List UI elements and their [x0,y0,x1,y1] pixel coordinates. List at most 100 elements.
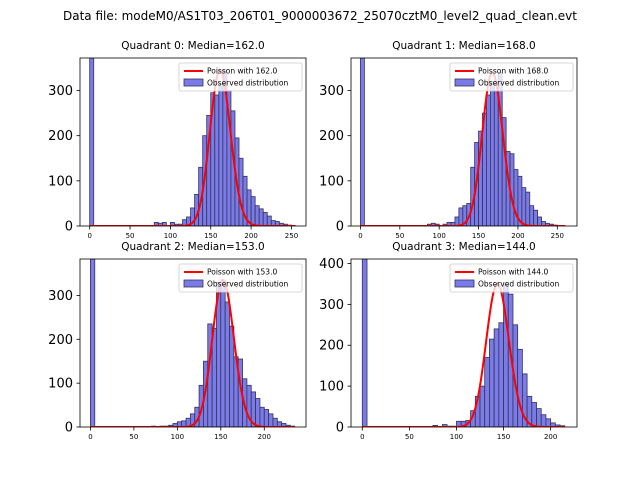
histogram-bar [255,398,261,427]
histogram-bar [531,402,537,427]
x-tick-label: 0 [87,232,91,240]
histogram-bar [521,187,527,226]
axes-frame [79,57,307,227]
y-tick-label: 0 [65,220,73,235]
histogram-bar-zero [361,259,368,427]
histogram-bar [229,325,235,427]
histogram-bar [211,327,217,427]
y-tick-label: 100 [48,377,73,392]
legend-box [178,62,303,92]
legend: Poisson with 162.0 Observed distribution [178,62,303,92]
quadrant-0-chart: 0 50 100 150 200 250 0 100 200 300 Quadrant 0: Med… [48,40,307,240]
histogram-bar [533,209,539,226]
x-tick-label: 200 [544,433,557,441]
histogram-bar [254,205,260,226]
histogram-bar [259,406,265,427]
x-tick-label: 100 [433,232,446,240]
legend-observed-label: Observed distribution [478,79,559,88]
histogram-bar [489,338,495,427]
legend-observed-label: Observed distribution [207,79,288,88]
x-tick-label: 100 [164,232,177,240]
histogram-bar [272,417,278,427]
x-tick-label: 250 [551,232,564,240]
histogram-bar [517,348,523,427]
legend-poisson-label: Poisson with 168.0 [478,67,548,76]
quadrant-3-chart: 0 50 100 150 200 0 100 200 300 400 Quadrant 3: Med… [319,241,578,441]
legend: Poisson with 153.0 Observed distribution [178,263,303,293]
y-tick-label: 300 [48,289,73,304]
x-tick-label: 0 [358,232,362,240]
legend-observed-swatch [454,78,475,87]
histogram-bar [493,328,500,427]
histogram-bar [529,205,535,226]
histogram-bar [493,90,499,226]
histogram-bar [489,81,495,226]
y-tick-label: 100 [319,174,344,189]
y-tick-label: 200 [48,129,73,144]
legend-box [449,62,574,92]
subplot-title: Quadrant 3: Median=144.0 [392,241,535,253]
histogram-bar-zero [360,58,365,226]
quadrant-1-chart: 0 50 100 150 200 250 0 100 200 300 Quadrant 1: Med… [319,40,578,240]
histogram-bar [536,408,542,427]
y-tick-label: 300 [319,298,344,313]
x-tick-label: 200 [244,232,257,240]
y-tick-label: 200 [319,129,344,144]
histogram-bar [525,191,531,226]
x-tick-label: 200 [511,232,524,240]
legend-observed-label: Observed distribution [207,280,288,289]
legend-observed-label: Observed distribution [478,280,559,289]
plot-area [360,58,566,226]
legend-observed-swatch [454,279,475,288]
y-tick-label: 0 [336,220,344,235]
axes-frame [79,258,307,428]
x-tick-label: 50 [405,433,414,441]
x-tick-label: 0 [88,433,92,441]
histogram-bar-zero [89,58,95,226]
y-tick-label: 0 [65,421,73,436]
histogram-bar [218,83,224,226]
poisson-curve [90,279,295,427]
y-tick-label: 300 [48,84,73,99]
y-tick-label: 200 [48,333,73,348]
legend-observed-swatch [183,78,204,87]
histogram-bar [263,409,270,427]
y-tick-label: 400 [319,257,344,272]
histogram-bar [266,215,272,226]
subplot-title: Quadrant 2: Median=153.0 [121,241,264,253]
x-tick-label: 100 [450,433,463,441]
x-tick-label: 50 [129,433,138,441]
quadrant-2-chart: 0 50 100 150 200 0 100 200 300 Quadrant 2: Median… [48,241,307,441]
x-tick-label: 50 [395,232,404,240]
legend-poisson-label: Poisson with 162.0 [207,67,277,76]
figure-suptitle: Data file: modeM0/AS1T03_206T01_90000036… [63,9,577,23]
histogram-bar [268,413,274,427]
x-tick-label: 200 [258,433,271,441]
histogram-bar-zero [90,259,96,427]
x-tick-label: 100 [171,433,184,441]
axes-frame [350,258,578,428]
x-tick-label: 150 [472,232,485,240]
histogram-bar [540,414,547,427]
histogram-bar [220,279,226,427]
histogram-bar [441,424,448,427]
histogram-bar [250,196,256,226]
y-tick-label: 200 [319,339,344,354]
legend-poisson-label: Poisson with 144.0 [478,268,548,277]
subplot-title: Quadrant 1: Median=168.0 [392,40,535,52]
legend: Poisson with 168.0 Observed distribution [449,62,574,92]
subplot-title: Quadrant 0: Median=162.0 [121,40,264,52]
y-tick-label: 0 [336,421,344,436]
plot-area [361,259,566,427]
y-tick-label: 300 [319,84,344,99]
histogram-bar [238,157,244,226]
histogram-bar [545,418,552,427]
x-tick-label: 150 [214,433,227,441]
histogram-bar [458,207,464,226]
legend-observed-swatch [183,279,204,288]
x-tick-label: 50 [126,232,135,240]
histogram-bar [161,221,167,226]
poisson-curve [362,282,565,427]
histogram-bar [214,94,220,226]
